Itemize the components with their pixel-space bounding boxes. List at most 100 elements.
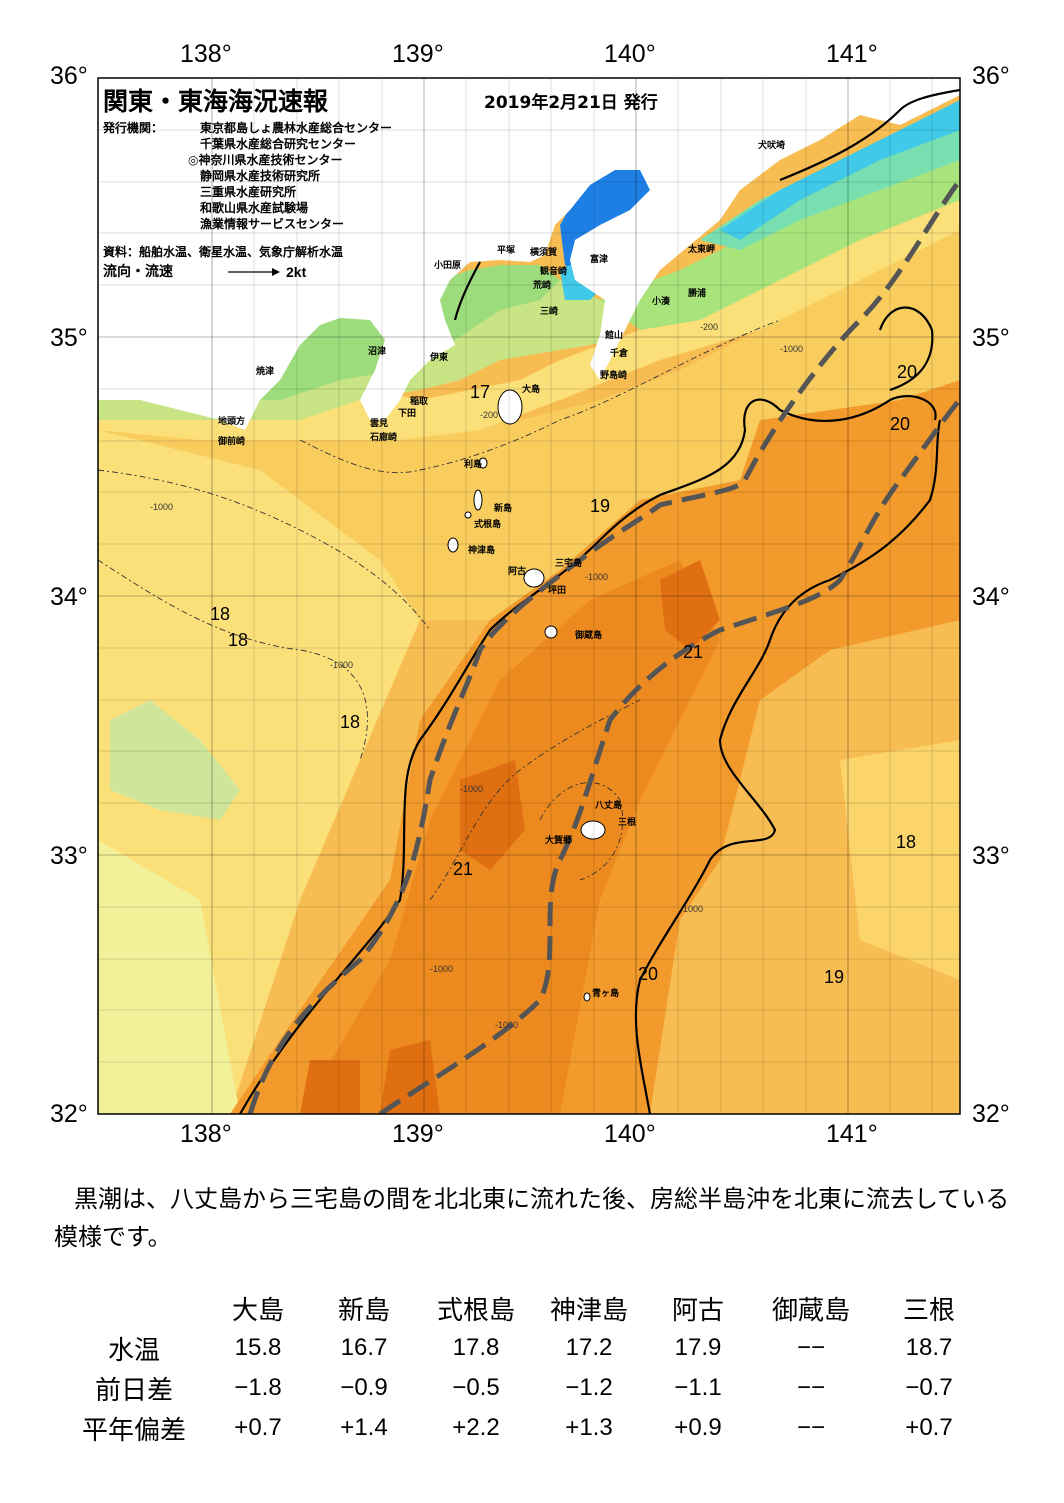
issuer-item: 和歌山県水産試験場 bbox=[200, 201, 309, 215]
issue-date: 2019年2月21日 発行 bbox=[484, 93, 658, 113]
lon-tick-140-bottom: 140° bbox=[604, 1120, 656, 1148]
hachijojima-island bbox=[580, 820, 606, 840]
svg-text:新島: 新島 bbox=[494, 502, 512, 514]
column-header: 阿古 bbox=[671, 1295, 724, 1326]
svg-text:御前崎: 御前崎 bbox=[217, 435, 245, 447]
issuer-label: 発行機関： bbox=[103, 121, 164, 135]
table-cell: +0.9 bbox=[674, 1414, 722, 1441]
svg-text:犬吠埼: 犬吠埼 bbox=[757, 139, 785, 151]
temp-label: 19 bbox=[590, 496, 610, 516]
svg-text:大島: 大島 bbox=[522, 383, 540, 395]
svg-text:観音崎: 観音崎 bbox=[540, 265, 567, 277]
lat-tick-36-left: 36° bbox=[50, 62, 88, 90]
row-header: 平年偏差 bbox=[81, 1415, 186, 1446]
svg-text:-1000: -1000 bbox=[330, 660, 353, 670]
lat-tick-35-right: 35° bbox=[972, 324, 1010, 352]
table-cell: −0.9 bbox=[340, 1374, 388, 1401]
svg-text:平塚: 平塚 bbox=[497, 244, 515, 256]
place-names: 犬吠埼 太東岬 勝浦 小湊 富津 横須賀 観音崎 荒崎 三崎 平塚 小田原 館山… bbox=[217, 139, 785, 999]
table-cell: 16.7 bbox=[340, 1334, 388, 1361]
shelf-water bbox=[98, 210, 960, 620]
row-header: 前日差 bbox=[94, 1375, 173, 1406]
column-header: 神津島 bbox=[549, 1295, 628, 1326]
miyakejima-island bbox=[523, 568, 545, 588]
svg-text:野島崎: 野島崎 bbox=[600, 369, 627, 381]
summary-text: 黒潮は、八丈島から三宅島の間を北北東に流れた後、房総半島沖を北東に流去している模… bbox=[54, 1185, 1010, 1251]
warm-core-21-west bbox=[460, 760, 525, 870]
kozushima-island bbox=[447, 537, 459, 553]
svg-text:-1000: -1000 bbox=[430, 964, 453, 974]
svg-text:利島: 利島 bbox=[463, 458, 482, 470]
column-header: 三根 bbox=[902, 1295, 955, 1326]
mikurajima-island bbox=[544, 625, 558, 639]
table-cell: 17.8 bbox=[452, 1334, 500, 1361]
svg-text:-1000: -1000 bbox=[780, 344, 803, 354]
east-cool-patch bbox=[840, 740, 960, 980]
issuer-item: 漁業情報サービスセンター bbox=[200, 217, 345, 231]
temperature-labels: 17 19 20 20 18 18 18 21 21 18 20 19 bbox=[210, 362, 917, 987]
table-header-row: 大島 新島 式根島 神津島 阿古 御蔵島 三根 bbox=[60, 1288, 986, 1328]
issuer-item: 静岡県水産技術研究所 bbox=[200, 169, 321, 183]
issuer-item: 千葉県水産総合研究センター bbox=[200, 137, 357, 151]
svg-text:稲取: 稲取 bbox=[410, 395, 429, 407]
svg-text:坪田: 坪田 bbox=[548, 584, 566, 596]
svg-text:石廊崎: 石廊崎 bbox=[369, 431, 397, 443]
svg-text:-1000: -1000 bbox=[495, 1020, 518, 1030]
svg-text:三崎: 三崎 bbox=[540, 305, 558, 317]
svg-text:青ヶ島: 青ヶ島 bbox=[592, 987, 619, 999]
lat-tick-34-left: 34° bbox=[50, 583, 88, 611]
svg-text:-1000: -1000 bbox=[585, 572, 608, 582]
svg-text:太東岬: 太東岬 bbox=[687, 243, 715, 255]
lat-tick-32-right: 32° bbox=[972, 1100, 1010, 1128]
svg-text:八丈島: 八丈島 bbox=[594, 799, 622, 811]
niijima-island bbox=[473, 489, 483, 511]
lat-tick-32-left: 32° bbox=[50, 1100, 88, 1128]
temp-label: 20 bbox=[890, 414, 910, 434]
map-frame bbox=[97, 77, 961, 1115]
svg-text:勝浦: 勝浦 bbox=[688, 287, 706, 299]
lon-tick-138-bottom: 138° bbox=[180, 1120, 232, 1148]
table-cell: 18.7 bbox=[905, 1334, 953, 1361]
svg-text:雲見: 雲見 bbox=[370, 417, 388, 429]
table-cell: −− bbox=[796, 1374, 826, 1401]
svg-text:-1000: -1000 bbox=[460, 784, 483, 794]
table-cell: 17.2 bbox=[565, 1334, 613, 1361]
temp-label: 21 bbox=[683, 642, 703, 662]
table-cell: −1.1 bbox=[674, 1374, 722, 1401]
issuer-list: 東京都島しょ農林水産総合センター 千葉県水産総合研究センター ◎神奈川県水産技術… bbox=[188, 120, 392, 232]
aogashima-island bbox=[583, 992, 591, 1002]
svg-text:小田原: 小田原 bbox=[433, 259, 461, 271]
column-header: 大島 bbox=[231, 1295, 284, 1326]
temp-label: 21 bbox=[453, 859, 473, 879]
temp-label: 19 bbox=[824, 967, 844, 987]
temp-label: 18 bbox=[228, 630, 248, 650]
svg-text:-1000: -1000 bbox=[150, 502, 173, 512]
lon-tick-138-top: 138° bbox=[180, 40, 232, 68]
table-cell: −0.5 bbox=[452, 1374, 500, 1401]
table-row: 前日差 −1.8 −0.9 −0.5 −1.2 −1.1 −− −0.7 bbox=[60, 1368, 986, 1408]
boso-cyan bbox=[720, 100, 960, 240]
svg-text:館山: 館山 bbox=[604, 329, 623, 341]
oshima-island bbox=[497, 389, 523, 425]
flow-label: 流向・流速 bbox=[103, 264, 173, 280]
svg-text:-200: -200 bbox=[700, 322, 718, 332]
flow-scale-value: 2kt bbox=[286, 264, 307, 280]
issuer-item: ◎神奈川県水産技術センター bbox=[188, 153, 343, 167]
flow-scale-arrow bbox=[228, 268, 280, 276]
lon-tick-141-top: 141° bbox=[826, 40, 878, 68]
svg-text:-200: -200 bbox=[480, 410, 498, 420]
table-cell: +0.7 bbox=[905, 1414, 953, 1441]
column-header: 式根島 bbox=[436, 1295, 515, 1326]
graticule-minor bbox=[98, 78, 960, 1114]
table-row: 平年偏差 +0.7 +1.4 +2.2 +1.3 +0.9 −− +0.7 bbox=[60, 1408, 986, 1448]
svg-text:式根島: 式根島 bbox=[474, 518, 501, 530]
table-row: 水温 15.8 16.7 17.8 17.2 17.9 −− 18.7 bbox=[60, 1328, 986, 1368]
table-cell: 17.9 bbox=[674, 1334, 722, 1361]
svg-text:三根: 三根 bbox=[618, 816, 637, 828]
table-cell: +2.2 bbox=[452, 1414, 500, 1441]
svg-text:焼津: 焼津 bbox=[256, 365, 274, 377]
lat-tick-33-right: 33° bbox=[972, 842, 1010, 870]
lat-tick-33-left: 33° bbox=[50, 842, 88, 870]
svg-text:大賀郷: 大賀郷 bbox=[545, 834, 572, 846]
